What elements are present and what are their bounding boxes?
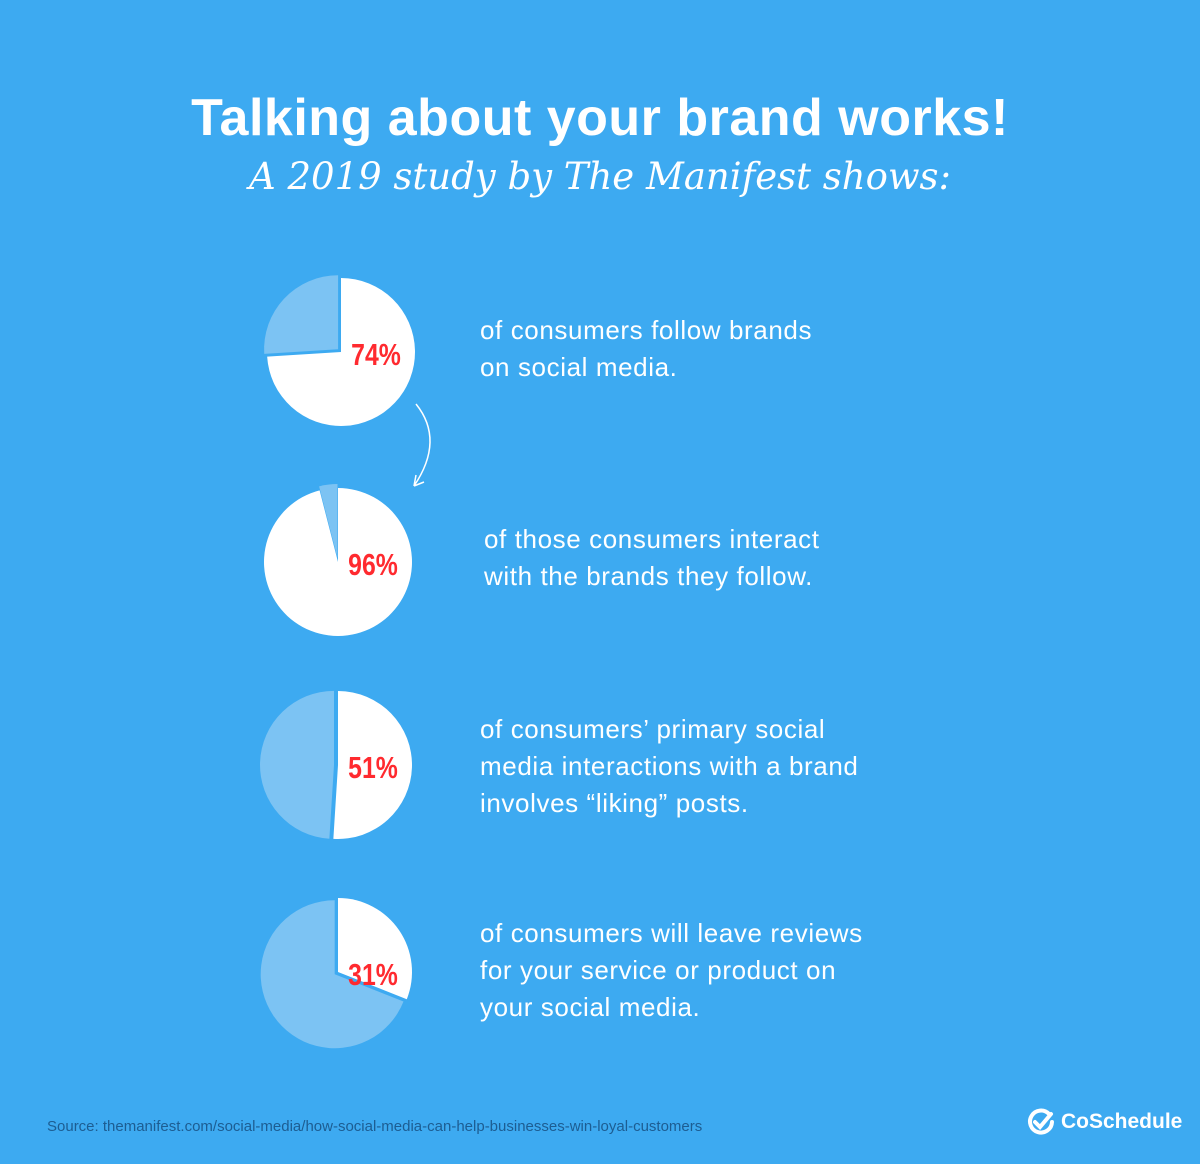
pie-slice-value: [338, 898, 412, 1000]
subtitle: A 2019 study by The Manifest shows:: [249, 155, 951, 198]
percent-label: 74%: [351, 337, 401, 371]
stat-line: of consumers follow brands: [480, 315, 813, 345]
stat-line: on social media.: [480, 352, 678, 382]
stat-line: your social media.: [480, 992, 701, 1022]
stat-text-1: of consumers follow brands on social med…: [480, 312, 812, 386]
stat-text-3: of consumers’ primary social media inter…: [480, 711, 858, 822]
pie-chart-2: 96%: [264, 484, 413, 637]
pie-slice-value: [267, 278, 415, 426]
pie-slice-remainder: [260, 900, 404, 1049]
pie-slice-value: [333, 691, 412, 840]
pie-chart-4: 31%: [260, 898, 412, 1049]
stat-line: of consumers’ primary social: [480, 714, 826, 744]
pie-chart-3: 51%: [260, 690, 412, 840]
stat-line: involves “liking” posts.: [480, 788, 749, 818]
stat-text-2: of those consumers interact with the bra…: [484, 521, 820, 595]
checkmark-logo-icon: [1028, 1108, 1054, 1135]
stat-line: of those consumers interact: [484, 524, 820, 554]
logo-text: CoSchedule: [1061, 1110, 1183, 1133]
pie-slice-value: [264, 488, 413, 637]
pie-slice-remainder: [319, 484, 338, 559]
percent-label: 51%: [348, 750, 398, 784]
coschedule-logo: CoSchedule: [1027, 1108, 1182, 1136]
source-citation: Source: themanifest.com/social-media/how…: [47, 1118, 703, 1135]
pie-slice-remainder: [260, 690, 335, 839]
stat-line: with the brands they follow.: [484, 561, 813, 591]
stat-text-4: of consumers will leave reviews for your…: [480, 915, 863, 1026]
pie-chart-1: 74%: [264, 275, 415, 426]
stat-line: of consumers will leave reviews: [480, 918, 863, 948]
arrow-connector-icon: [413, 403, 431, 487]
stat-line: for your service or product on: [480, 955, 837, 985]
percent-label: 96%: [348, 547, 398, 581]
pie-slice-remainder: [264, 275, 339, 354]
stat-line: media interactions with a brand: [480, 751, 859, 781]
title: Talking about your brand works!: [191, 89, 1009, 147]
percent-label: 31%: [348, 957, 398, 991]
